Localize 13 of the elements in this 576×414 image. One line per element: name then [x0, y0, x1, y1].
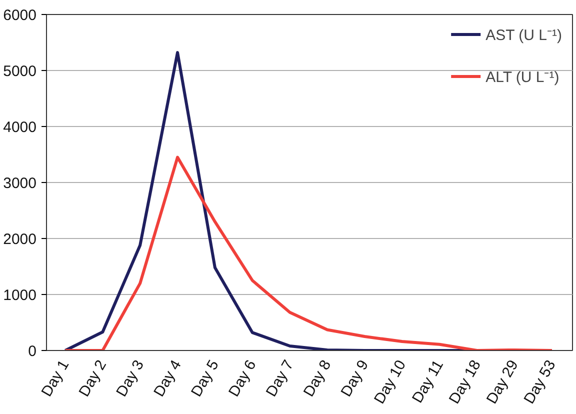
y-tick-label: 4000: [3, 119, 37, 136]
x-tick-label: Day 9: [338, 357, 372, 400]
y-tick-label: 2000: [3, 231, 37, 248]
legend-label: AST (U L⁻¹): [486, 26, 562, 44]
legend-label: ALT (U L⁻¹): [486, 68, 560, 86]
y-tick-label: 5000: [3, 63, 37, 80]
y-tick-label: 1000: [3, 287, 37, 304]
y-tick-label: 3000: [3, 175, 37, 192]
x-tick-label: Day 8: [300, 357, 335, 400]
x-tick-label: Day 1: [38, 357, 73, 400]
y-tick-label: 6000: [3, 7, 37, 24]
line-series: [64, 156, 554, 350]
y-tick-label: 0: [28, 343, 36, 360]
